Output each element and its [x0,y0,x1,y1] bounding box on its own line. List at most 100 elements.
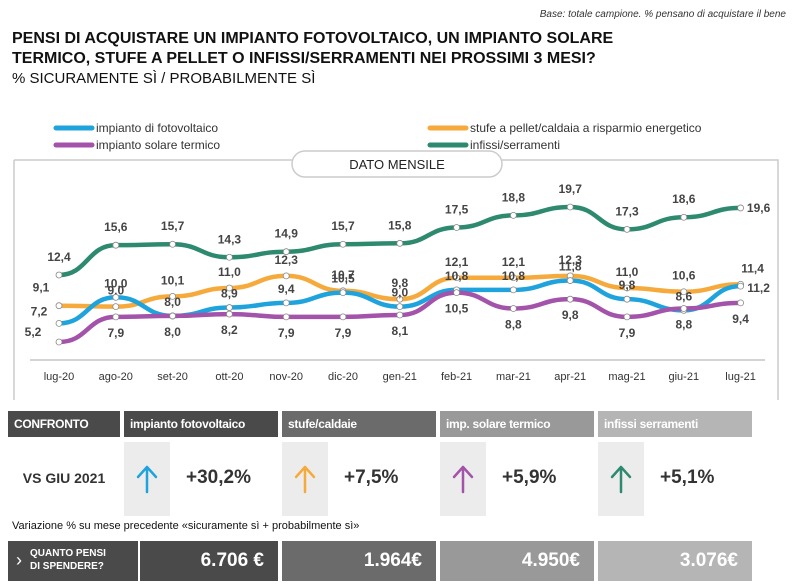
comparison-row-label: VS GIU 2021 [8,437,120,519]
data-label: 10,5 [331,272,355,286]
data-label: 19,7 [559,182,583,196]
arrow-box [440,442,486,516]
data-label: 15,7 [161,219,185,233]
comparison-note: Variazione % su mese precedente «sicuram… [12,520,359,532]
data-point [56,303,62,309]
data-label: 7,9 [619,326,636,340]
comparison-column-header: stufe/caldaie [282,411,436,437]
data-point [681,214,687,220]
x-tick-label: ago-20 [99,371,133,383]
comparison-change: +5,9% [502,437,556,519]
data-point [56,339,62,345]
data-point [397,312,403,318]
legend-label-0: impianto di fotovoltaico [96,121,218,135]
data-label: 8,1 [391,324,408,338]
data-point [454,224,460,230]
comparison-column-header: impianto fotovoltaico [124,411,278,437]
data-label: 10,5 [445,302,469,316]
data-label: 12,4 [47,250,71,264]
data-label: 11,4 [741,261,764,275]
data-label: 7,9 [335,326,352,340]
data-point [738,300,744,306]
up-arrow-icon [293,464,317,494]
data-label: 5,2 [25,325,42,339]
spending-amount: 6.706 € [140,541,278,581]
data-label: 11,0 [616,265,639,279]
data-label: 10,0 [104,276,128,290]
data-point [283,273,289,279]
data-label: 10,6 [672,269,696,283]
x-tick-label: gen-21 [383,371,417,383]
data-point [113,294,119,300]
data-label: 15,8 [388,218,412,232]
data-label: 10,8 [502,269,526,283]
data-point [624,296,630,302]
data-label: 8,8 [505,317,522,331]
data-point [56,272,62,278]
up-arrow-icon [609,464,633,494]
data-label: 8,6 [675,289,692,303]
x-tick-label: nov-20 [269,371,303,383]
comparison-change: +30,2% [186,437,251,519]
comparison-header: CONFRONTO [8,411,120,437]
data-label: 11,0 [218,265,241,279]
data-point [113,314,119,320]
comparison-column-header: imp. solare termico [440,411,594,437]
legend-label-3: infissi/serramenti [470,138,560,152]
data-point [510,287,516,293]
data-point [738,205,744,211]
data-point [340,290,346,296]
data-label: 9,8 [619,278,636,292]
legend-label-2: impianto solare termico [96,138,220,152]
data-label: 8,8 [675,317,692,331]
data-point [170,313,176,319]
x-tick-label: ott-20 [215,371,243,383]
legend-label-1: stufe a pellet/caldaia a risparmio energ… [470,121,702,135]
data-point [624,226,630,232]
data-label: 15,7 [331,219,355,233]
x-tick-label: mag-21 [608,371,645,383]
data-label: 8,9 [221,287,238,301]
data-label: 10,1 [161,273,185,287]
data-point [510,212,516,218]
data-point [510,305,516,311]
spending-question-line-1: QUANTO PENSI [30,547,138,560]
spending-amount: 4.950€ [440,541,594,581]
comparison-column-header: infissi serramenti [598,411,752,437]
data-point [340,314,346,320]
data-label: 7,9 [107,326,124,340]
up-arrow-icon [135,464,159,494]
chevron-right-icon: › [16,551,22,569]
data-point [113,304,119,310]
data-point [226,254,232,260]
x-tick-label: lug-21 [725,371,756,383]
data-label: 9,8 [562,308,579,322]
arrow-box [598,442,644,516]
spending-amount: 3.076€ [598,541,752,581]
x-tick-label: feb-21 [441,371,472,383]
data-label: 7,2 [31,304,48,318]
data-point [567,278,573,284]
data-label: 12,3 [275,253,299,267]
data-point [624,314,630,320]
data-label: 17,3 [615,204,639,218]
data-point [170,241,176,247]
data-label: 12,1 [445,255,469,269]
comparison-change: +7,5% [344,437,398,519]
data-label: 9,1 [33,281,50,295]
data-label: 18,6 [672,192,696,206]
x-tick-label: lug-20 [44,371,75,383]
spending-question: › QUANTO PENSI DI SPENDERE? [8,541,138,581]
data-label: 12,1 [502,255,526,269]
data-label: 14,9 [275,227,299,241]
data-label: 9,4 [278,282,295,296]
up-arrow-icon [451,464,475,494]
data-point [397,304,403,310]
data-point [738,283,744,289]
spending-amount: 1.964€ [282,541,436,581]
data-label: 10,8 [445,269,469,283]
data-label: 8,0 [164,295,181,309]
data-point [454,290,460,296]
data-point [226,305,232,311]
arrow-box [124,442,170,516]
